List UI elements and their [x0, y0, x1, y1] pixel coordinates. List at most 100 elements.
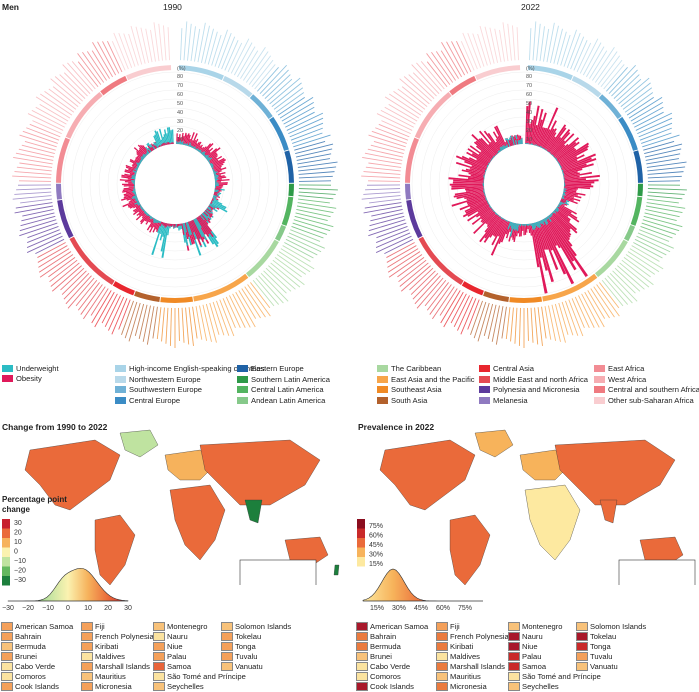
obesity-bar — [471, 165, 487, 172]
country-label-mark — [252, 279, 275, 307]
country-label-mark — [200, 25, 210, 63]
country-label-mark — [387, 251, 421, 273]
underweight-bar — [203, 154, 206, 157]
obesity-bar — [467, 177, 485, 181]
obesity-bar — [182, 132, 187, 146]
small-country-label: Tonga — [590, 642, 611, 651]
small-country-swatch — [436, 652, 448, 661]
density-axis-label: 45% — [414, 605, 428, 612]
obesity-bar — [167, 142, 170, 145]
obesity-bar — [123, 187, 136, 190]
region-ring-segment — [406, 199, 423, 239]
underweight-bar — [140, 207, 144, 210]
country-label-mark — [364, 202, 402, 209]
obesity-bar — [212, 198, 214, 200]
obesity-bar — [563, 183, 592, 186]
region-swatch — [377, 386, 388, 393]
obesity-bar — [466, 196, 487, 204]
underweight-bar — [200, 152, 202, 154]
grid-circle — [429, 89, 619, 279]
underweight-bar — [212, 169, 215, 172]
obesity-bar — [492, 131, 505, 150]
obesity-bar — [490, 220, 508, 256]
small-country-swatch — [1, 652, 13, 661]
underweight-bar — [484, 193, 486, 196]
country-label-mark — [150, 29, 156, 62]
underweight-bar — [529, 223, 531, 225]
underweight-bar — [506, 144, 509, 148]
region-ring-segment — [449, 75, 477, 96]
underweight-bar — [510, 222, 514, 229]
country-label-mark — [128, 302, 141, 342]
country-label-mark — [48, 256, 76, 278]
country-label-mark — [647, 195, 683, 200]
underweight-bar — [213, 194, 218, 198]
obesity-bar — [563, 186, 591, 190]
obesity-bar — [480, 209, 495, 223]
underweight-bar — [485, 171, 486, 173]
country-label-mark — [65, 275, 92, 305]
country-label-mark — [386, 242, 415, 258]
small-country-label: Kiribati — [95, 642, 119, 651]
small-country-label: Solomon Islands — [590, 622, 647, 631]
underweight-bar — [486, 199, 488, 201]
country-label-mark — [207, 31, 218, 65]
obesity-bar — [214, 179, 230, 182]
obesity-bar — [455, 155, 488, 170]
inner-hole — [484, 144, 564, 224]
country-label-mark — [470, 300, 483, 335]
region-ring-segment — [222, 75, 253, 98]
country-label-mark — [364, 152, 403, 161]
obesity-bar — [467, 148, 491, 164]
country-label-mark — [285, 238, 318, 256]
obesity-bar — [497, 219, 507, 237]
asia-region — [199, 439, 321, 506]
country-label-mark — [397, 256, 425, 278]
obesity-bar — [549, 129, 571, 154]
obesity-bar — [466, 151, 490, 166]
country-label-mark — [412, 72, 437, 97]
obesity-bar — [139, 213, 149, 223]
underweight-bar — [147, 147, 152, 153]
underweight-bar — [538, 146, 540, 148]
obesity-bar — [206, 208, 212, 213]
obesity-bar — [164, 142, 166, 146]
underweight-bar — [554, 209, 559, 213]
underweight-bar — [506, 220, 508, 222]
underweight-bar — [204, 154, 208, 158]
grid-circle — [107, 116, 243, 252]
country-label-mark — [487, 304, 497, 340]
country-label-mark — [152, 306, 158, 339]
country-label-mark — [375, 127, 409, 141]
region-ring-segment — [112, 281, 135, 296]
underweight-bar — [494, 212, 497, 215]
underweight-bar — [553, 156, 555, 158]
small-country-label: Marshall Islands — [450, 662, 505, 671]
underweight-bar — [548, 214, 552, 218]
obesity-bar — [548, 214, 570, 241]
underweight-bar — [134, 168, 138, 171]
underweight-bar — [486, 200, 488, 202]
obesity-bar — [146, 218, 155, 231]
obesity-bar — [137, 144, 148, 156]
underweight-bar — [196, 148, 199, 151]
obesity-bar — [534, 222, 554, 283]
region-swatch — [115, 396, 126, 404]
country-label-mark — [376, 225, 408, 239]
obesity-bar — [213, 193, 218, 196]
obesity-bar — [133, 147, 146, 158]
obesity-bar — [540, 220, 567, 275]
small-country-label: Tuvalu — [235, 652, 258, 661]
country-label-mark — [414, 275, 441, 305]
obesity-bar — [200, 213, 208, 222]
underweight-bar — [140, 156, 145, 160]
underweight-bar — [181, 141, 184, 145]
country-label-mark — [636, 235, 671, 253]
underweight-bar — [563, 180, 565, 182]
small-country-label: Tokelau — [235, 632, 262, 641]
grid-circle — [98, 107, 252, 261]
scale-swatch — [2, 519, 10, 529]
obesity-bar — [494, 126, 507, 149]
panel-label: Men — [2, 2, 19, 12]
obesity-bar — [184, 222, 190, 237]
